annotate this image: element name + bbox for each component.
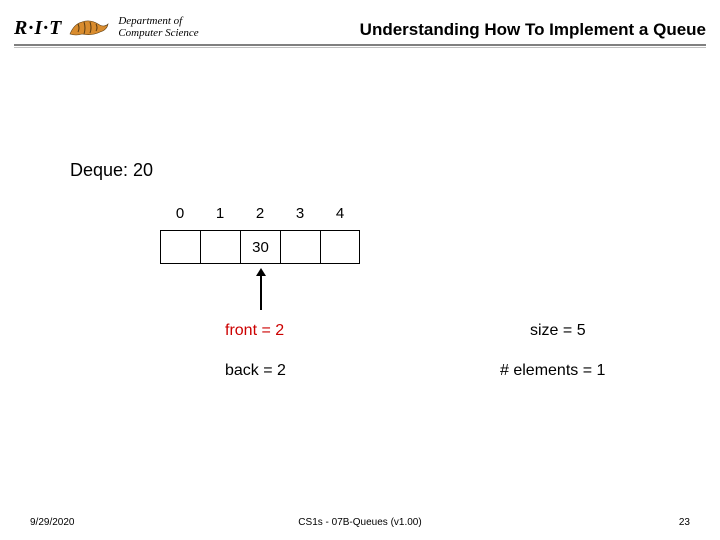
array-index: 2 — [240, 205, 280, 222]
front-label: front = 2 — [225, 322, 284, 340]
array-cells: 30 — [160, 230, 360, 264]
array-index: 1 — [200, 205, 240, 222]
footer-center: CS1s - 07B-Queues (v1.00) — [0, 517, 720, 528]
size-label: size = 5 — [530, 322, 586, 340]
array-index-row: 01234 — [160, 205, 360, 222]
logo-dept-line2: Computer Science — [118, 28, 198, 40]
back-label: back = 2 — [225, 362, 286, 380]
array-index: 4 — [320, 205, 360, 222]
header-rule-1 — [14, 44, 706, 46]
array-cell — [320, 230, 360, 264]
logo: R·I·T Department of Computer Science — [14, 16, 199, 40]
logo-rit-text: R·I·T — [14, 17, 62, 40]
deque-label: Deque: 20 — [70, 160, 153, 181]
array-index: 0 — [160, 205, 200, 222]
array-cell: 30 — [240, 230, 280, 264]
tiger-icon — [68, 16, 110, 40]
array-cell — [280, 230, 320, 264]
array-index: 3 — [280, 205, 320, 222]
slide-title: Understanding How To Implement a Queue — [360, 20, 706, 40]
arrow-line — [260, 274, 262, 310]
array-cell — [200, 230, 240, 264]
header-rule-2 — [14, 47, 706, 48]
logo-dept: Department of Computer Science — [118, 16, 198, 39]
array-cell — [160, 230, 200, 264]
elements-label: # elements = 1 — [500, 362, 605, 380]
footer-page: 23 — [679, 517, 690, 528]
front-pointer-arrow — [260, 268, 262, 310]
